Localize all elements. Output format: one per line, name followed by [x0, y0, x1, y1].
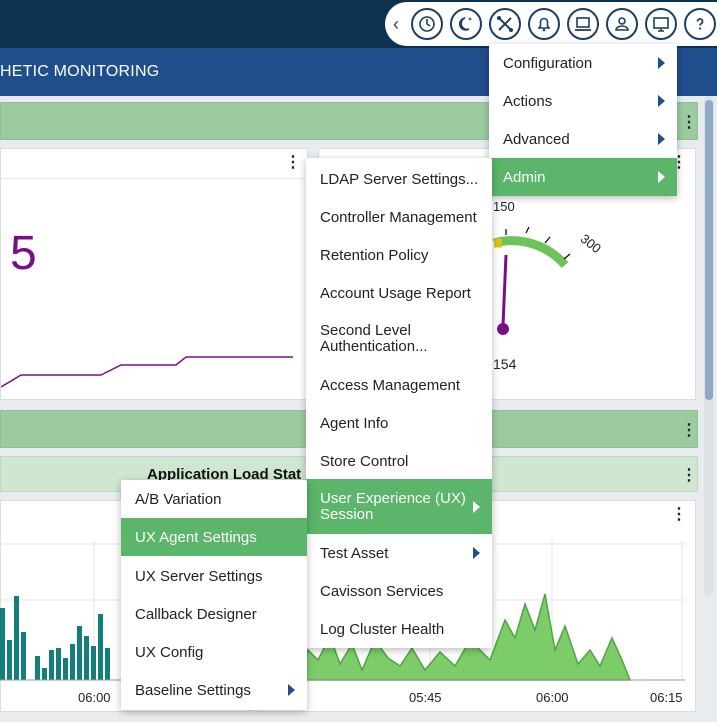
menu-item-label: Advanced	[503, 130, 570, 148]
menu-item-label: UX Server Settings	[135, 567, 263, 585]
x-tick-label: 05:45	[409, 690, 442, 705]
menu-item-ux-agent-settings[interactable]: UX Agent Settings	[121, 518, 307, 556]
menu-item-label: Actions	[503, 92, 553, 110]
monitor-icon[interactable]	[645, 8, 677, 40]
metric-value: 5	[10, 227, 37, 280]
menu-item-label: UX Agent Settings	[135, 528, 257, 546]
chart-group-menu-icon[interactable]: ⋮	[681, 467, 697, 484]
menu-item-controller-management[interactable]: Controller Management	[306, 198, 492, 236]
ux-session-submenu: A/B Variation UX Agent Settings UX Serve…	[121, 480, 307, 710]
submenu-arrow-icon	[658, 171, 665, 183]
menu-item-label: Cavisson Services	[320, 582, 444, 600]
collapse-toolbar-icon[interactable]: ‹	[393, 14, 399, 34]
menu-item-baseline-settings[interactable]: Baseline Settings	[121, 671, 307, 709]
menu-item-label: Retention Policy	[320, 246, 429, 264]
header-toolbar: ‹	[385, 2, 717, 46]
menu-item-label: A/B Variation	[135, 490, 222, 508]
help-icon[interactable]	[684, 8, 716, 40]
menu-item-label: Baseline Settings	[135, 681, 251, 699]
tools-dropdown-menu: Configuration Actions Advanced Admin	[489, 44, 677, 196]
menu-item-agent-info[interactable]: Agent Info	[306, 404, 492, 442]
menu-item-admin[interactable]: Admin	[489, 158, 677, 196]
menu-item-label: Agent Info	[320, 414, 389, 432]
menu-item-label: Configuration	[503, 54, 593, 72]
menu-item-store-control[interactable]: Store Control	[306, 442, 492, 480]
metric-trend-line	[1, 356, 293, 388]
menu-item-ux-config[interactable]: UX Config	[121, 633, 307, 671]
gauge-mid-label: 150	[493, 199, 515, 214]
label-line: Second Level	[320, 322, 411, 339]
nav-title: HETIC MONITORING	[0, 63, 160, 80]
submenu-arrow-icon	[658, 95, 665, 107]
gauge-value-label: 154	[493, 356, 517, 372]
panel-menu-icon[interactable]: ⋮	[671, 506, 687, 523]
menu-item-callback-designer[interactable]: Callback Designer	[121, 595, 307, 633]
clock-icon[interactable]	[411, 8, 443, 40]
menu-item-label: Second Level Authentication...	[320, 323, 428, 355]
menu-item-label: Callback Designer	[135, 605, 257, 623]
tools-icon[interactable]	[489, 8, 521, 40]
laptop-icon[interactable]	[567, 8, 599, 40]
metric-panel: ⋮	[0, 148, 308, 400]
menu-item-label: UX Config	[135, 643, 204, 661]
menu-item-ux-session[interactable]: User Experience (UX) Session	[306, 479, 492, 534]
menu-item-label: LDAP Server Settings...	[320, 170, 479, 188]
menu-item-cavisson-services[interactable]: Cavisson Services	[306, 572, 492, 610]
submenu-arrow-icon	[658, 133, 665, 145]
menu-item-access-management[interactable]: Access Management	[306, 366, 492, 404]
night-mode-icon[interactable]	[450, 8, 482, 40]
submenu-arrow-icon	[658, 57, 665, 69]
section-menu-icon[interactable]: ⋮	[681, 422, 697, 439]
menu-item-actions[interactable]: Actions	[489, 82, 677, 120]
scrollbar-thumb[interactable]	[705, 100, 713, 400]
menu-item-label: Admin	[503, 168, 546, 186]
menu-item-second-level-authentication[interactable]: Second Level Authentication...	[306, 312, 492, 366]
bell-icon[interactable]	[528, 8, 560, 40]
submenu-arrow-icon	[288, 684, 295, 696]
menu-item-test-asset[interactable]: Test Asset	[306, 534, 492, 572]
menu-item-account-usage-report[interactable]: Account Usage Report	[306, 274, 492, 312]
label-line: User Experience (UX)	[320, 489, 466, 507]
menu-item-log-cluster-health[interactable]: Log Cluster Health	[306, 610, 492, 648]
menu-item-configuration[interactable]: Configuration	[489, 44, 677, 82]
menu-item-label: User Experience (UX) Session	[320, 489, 466, 523]
menu-item-retention-policy[interactable]: Retention Policy	[306, 236, 492, 274]
menu-item-label: Store Control	[320, 452, 409, 470]
x-tick-label: 06:00	[78, 690, 111, 705]
menu-item-ldap-server-settings[interactable]: LDAP Server Settings...	[306, 160, 492, 198]
x-tick-label: 06:00	[536, 690, 569, 705]
menu-item-label: Access Management	[320, 376, 461, 394]
admin-submenu: LDAP Server Settings... Controller Manag…	[306, 158, 492, 648]
panel-header: ⋮	[1, 149, 307, 179]
menu-item-ux-server-settings[interactable]: UX Server Settings	[121, 557, 307, 595]
menu-item-ab-variation[interactable]: A/B Variation	[121, 480, 307, 518]
page-scrollbar[interactable]	[704, 96, 714, 596]
menu-item-label: Account Usage Report	[320, 284, 471, 302]
panel-menu-icon[interactable]: ⋮	[285, 154, 301, 171]
submenu-arrow-icon	[473, 547, 480, 559]
label-line: Authentication...	[320, 338, 428, 355]
x-tick-label: 06:15	[650, 690, 683, 705]
menu-item-label: Test Asset	[320, 544, 389, 562]
submenu-arrow-icon	[473, 500, 480, 513]
user-icon[interactable]	[606, 8, 638, 40]
gauge-chart	[492, 226, 571, 335]
label-line: Session	[320, 505, 374, 523]
menu-item-label: Log Cluster Health	[320, 620, 445, 638]
load-chart-title: Application Load Stat	[147, 466, 302, 483]
menu-item-advanced[interactable]: Advanced	[489, 120, 677, 158]
section-menu-icon[interactable]: ⋮	[681, 114, 697, 131]
menu-item-label: Controller Management	[320, 208, 477, 226]
